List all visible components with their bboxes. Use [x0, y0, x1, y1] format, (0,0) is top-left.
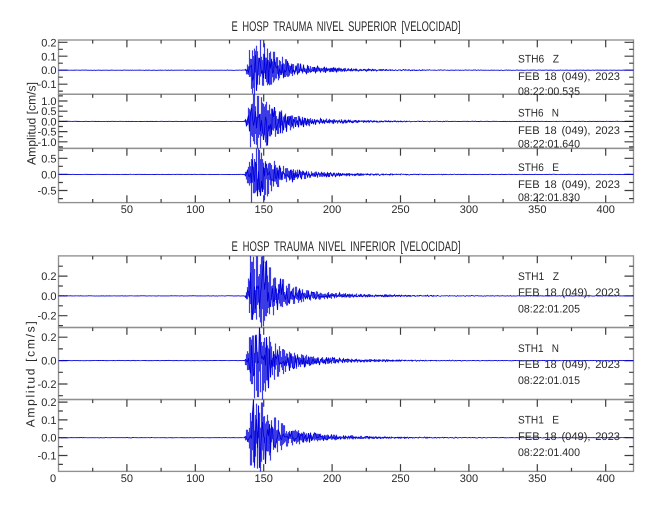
svg-text:08:22:01.830: 08:22:01.830	[518, 192, 580, 204]
svg-text:1.0: 1.0	[41, 96, 56, 108]
svg-text:400: 400	[597, 473, 615, 485]
svg-text:0.1: 0.1	[41, 415, 56, 427]
svg-text:STH1 N: STH1 N	[518, 343, 559, 355]
svg-text:0.0: 0.0	[41, 356, 56, 368]
svg-text:-0.5: -0.5	[38, 127, 57, 139]
svg-text:FEB 18 (049), 2023: FEB 18 (049), 2023	[518, 359, 620, 371]
svg-text:08:22:00.535: 08:22:00.535	[518, 86, 580, 98]
svg-text:FEB 18 (049), 2023: FEB 18 (049), 2023	[518, 431, 620, 443]
svg-text:FEB 18 (049), 2023: FEB 18 (049), 2023	[518, 125, 620, 137]
svg-text:08:22:01.205: 08:22:01.205	[518, 303, 580, 315]
svg-text:0.5: 0.5	[41, 106, 56, 118]
svg-text:-1.0: -1.0	[38, 137, 57, 149]
svg-text:08:22:01.640: 08:22:01.640	[518, 139, 580, 151]
svg-text:FEB 18 (049), 2023: FEB 18 (049), 2023	[518, 71, 620, 83]
svg-text:E HOSP TRAUMA NIVEL INFERIOR [: E HOSP TRAUMA NIVEL INFERIOR [VELOCIDAD]	[232, 238, 461, 254]
svg-text:0.0: 0.0	[41, 65, 56, 77]
svg-text:0.2: 0.2	[41, 37, 56, 49]
svg-text:150: 150	[255, 473, 273, 485]
svg-text:50: 50	[121, 204, 133, 216]
svg-text:0.5: 0.5	[41, 153, 56, 165]
svg-text:0.0: 0.0	[41, 116, 56, 128]
svg-text:0.1: 0.1	[41, 51, 56, 63]
svg-text:300: 300	[460, 473, 478, 485]
svg-text:200: 200	[323, 204, 341, 216]
svg-text:FEB 18 (049), 2023: FEB 18 (049), 2023	[518, 179, 620, 191]
svg-text:-0.1: -0.1	[38, 79, 57, 91]
svg-text:-0.2: -0.2	[38, 311, 57, 323]
svg-text:400: 400	[597, 204, 615, 216]
svg-text:350: 350	[528, 473, 546, 485]
svg-text:50: 50	[121, 473, 133, 485]
svg-text:STH6 N: STH6 N	[518, 108, 559, 120]
svg-text:250: 250	[391, 204, 409, 216]
svg-text:STH1 Z: STH1 Z	[518, 271, 559, 283]
svg-text:08:22:01.015: 08:22:01.015	[518, 375, 580, 387]
svg-text:0.0: 0.0	[41, 291, 56, 303]
svg-text:E HOSP TRAUMA NIVEL SUPERIOR [: E HOSP TRAUMA NIVEL SUPERIOR [VELOCIDAD]	[232, 18, 461, 34]
svg-text:0.2: 0.2	[41, 271, 56, 283]
svg-text:300: 300	[460, 204, 478, 216]
svg-text:-0.1: -0.1	[38, 451, 57, 463]
svg-text:0.0: 0.0	[41, 169, 56, 181]
svg-text:STH6 Z: STH6 Z	[518, 54, 559, 66]
svg-text:0.2: 0.2	[41, 332, 56, 344]
svg-text:Amplitud [cm/s]: Amplitud [cm/s]	[25, 82, 39, 165]
svg-text:STH6 E: STH6 E	[518, 162, 559, 174]
svg-text:STH1 E: STH1 E	[518, 415, 559, 427]
svg-text:200: 200	[323, 473, 341, 485]
svg-text:0.2: 0.2	[41, 397, 56, 409]
svg-text:-0.5: -0.5	[38, 186, 57, 198]
svg-text:0: 0	[50, 473, 56, 485]
svg-text:0.0: 0.0	[41, 433, 56, 445]
svg-text:100: 100	[186, 473, 204, 485]
svg-text:150: 150	[255, 204, 273, 216]
svg-text:-0.2: -0.2	[38, 379, 57, 391]
svg-text:Amplitud [cm/s]: Amplitud [cm/s]	[24, 321, 38, 427]
svg-text:100: 100	[186, 204, 204, 216]
svg-text:350: 350	[528, 204, 546, 216]
svg-text:FEB 18 (049), 2023: FEB 18 (049), 2023	[518, 287, 620, 299]
svg-text:08:22:01.400: 08:22:01.400	[518, 447, 580, 459]
svg-text:250: 250	[391, 473, 409, 485]
